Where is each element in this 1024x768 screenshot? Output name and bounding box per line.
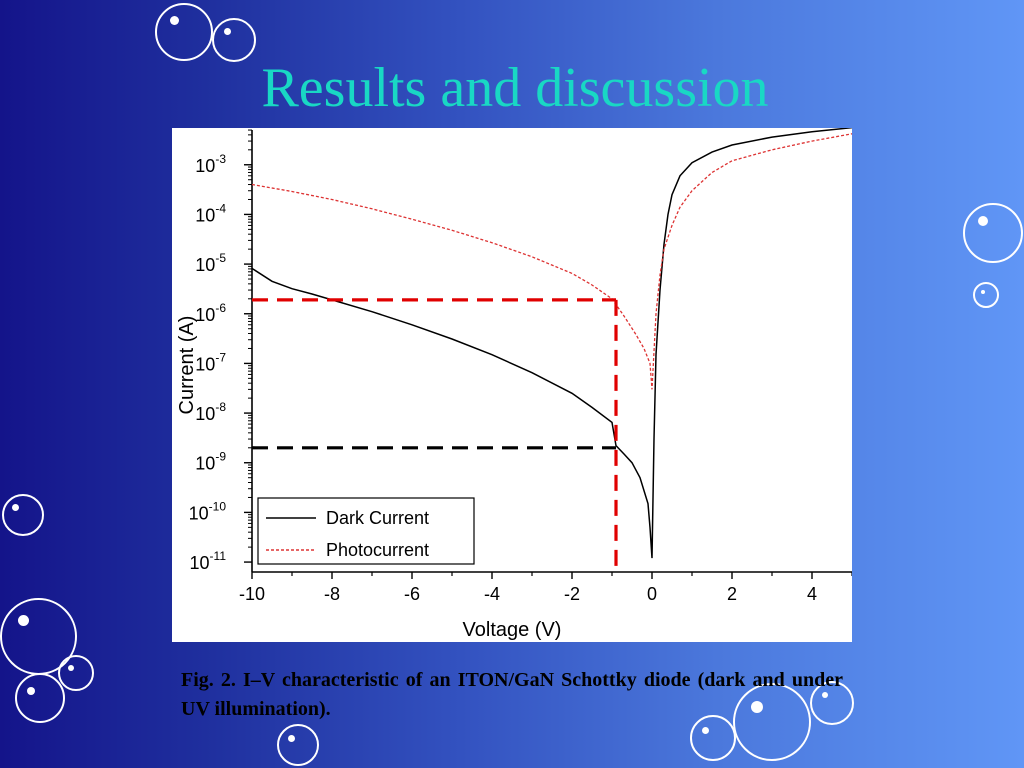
decorative-bubble [810, 681, 854, 725]
decorative-bubble [2, 494, 44, 536]
y-tick-label: 10-7 [195, 350, 226, 374]
legend-label: Photocurrent [326, 540, 429, 560]
legend-label: Dark Current [326, 508, 429, 528]
decorative-bubble [212, 18, 256, 62]
x-tick-label: -10 [239, 584, 265, 604]
series-line-dark-current [251, 128, 852, 559]
decorative-bubble [155, 3, 213, 61]
figure-caption: Fig. 2. I–V characteristic of an ITON/Ga… [181, 669, 843, 720]
x-tick-label: -2 [564, 584, 580, 604]
y-tick-label: 10-3 [195, 152, 226, 176]
y-tick-label: 10-5 [195, 251, 226, 275]
decorative-bubble [58, 655, 94, 691]
x-axis-title: Voltage (V) [463, 619, 562, 641]
decorative-bubble [690, 715, 736, 761]
iv-chart: -10 -8 -6 -4 -2 0 2 4 10-11 10-10 10-9 10-8 10-7 10-6… [176, 128, 852, 641]
y-tick-label: 10-11 [190, 549, 227, 573]
x-tick-label: -6 [404, 584, 420, 604]
y-tick-label: 10-8 [195, 400, 226, 424]
x-tick-label: 0 [647, 584, 657, 604]
slide-title: Results and discussion [261, 57, 769, 119]
decorative-bubble [15, 673, 65, 723]
series-line-photocurrent [251, 133, 852, 390]
x-tick-label: 4 [807, 584, 817, 604]
decorative-bubble [733, 683, 811, 761]
y-tick-label: 10-10 [189, 499, 227, 523]
decorative-bubble [963, 203, 1023, 263]
y-tick-label: 10-9 [195, 450, 226, 474]
y-tick-label: 10-4 [195, 201, 226, 225]
decorative-bubble [277, 724, 319, 766]
chart-panel: -10 -8 -6 -4 -2 0 2 4 10-11 10-10 10-9 10-8 10-7 10-6… [172, 128, 852, 642]
legend-box [257, 497, 475, 565]
x-tick-label: 2 [727, 584, 737, 604]
x-tick-label: -8 [324, 584, 340, 604]
y-tick-label: 10-6 [195, 301, 226, 325]
y-axis-title: Current (A) [176, 316, 198, 415]
decorative-bubble [973, 282, 999, 308]
x-tick-label: -4 [484, 584, 500, 604]
